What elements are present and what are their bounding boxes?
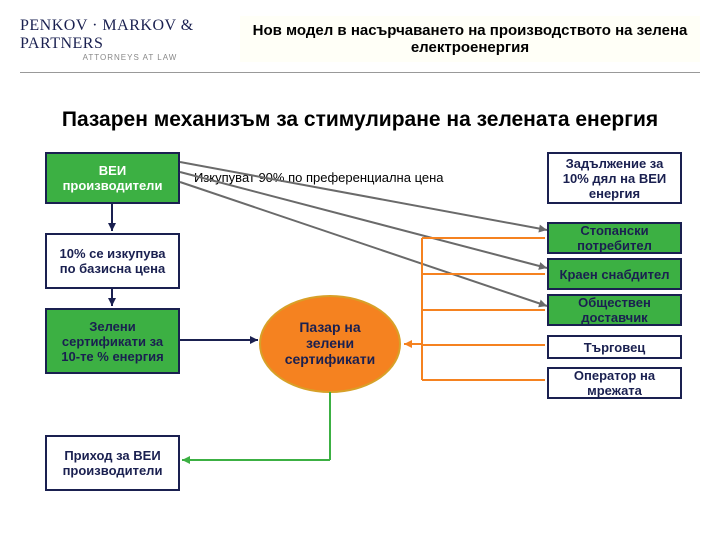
box-trader: Търговец [547, 335, 682, 359]
box-consumer: Стопански потребител [547, 222, 682, 254]
header: PENKOV · MARKOV & PARTNERS ATTORNEYS AT … [20, 10, 700, 68]
box-public-supplier: Обществен доставчик [547, 294, 682, 326]
slide: PENKOV · MARKOV & PARTNERS ATTORNEYS AT … [0, 0, 720, 540]
svg-text:сертификати: сертификати [285, 351, 376, 367]
divider [20, 72, 700, 73]
logo-main: PENKOV · MARKOV & PARTNERS [20, 17, 240, 53]
box-ten-percent-base: 10% се изкупува по базисна цена [45, 233, 180, 289]
box-supplier: Краен снабдител [547, 258, 682, 290]
preferential-price-label: Изкупуват 90% по преференциална цена [194, 170, 444, 185]
logo-sub: ATTORNEYS AT LAW [83, 53, 178, 62]
box-income: Приход за ВЕИ производители [45, 435, 180, 491]
box-grid-operator: Оператор на мрежата [547, 367, 682, 399]
box-vei-producers: ВЕИ производители [45, 152, 180, 204]
header-title: Нов модел в насърчаването на производств… [240, 16, 700, 62]
svg-text:зелени: зелени [306, 335, 354, 351]
box-obligation: Задължение за 10% дял на ВЕИ енергия [547, 152, 682, 204]
section-title: Пазарен механизъм за стимулиране на зеле… [0, 108, 720, 132]
svg-text:Пазар на: Пазар на [299, 319, 360, 335]
logo: PENKOV · MARKOV & PARTNERS ATTORNEYS AT … [20, 17, 240, 62]
box-green-certificates: Зелени сертификати за 10-те % енергия [45, 308, 180, 374]
